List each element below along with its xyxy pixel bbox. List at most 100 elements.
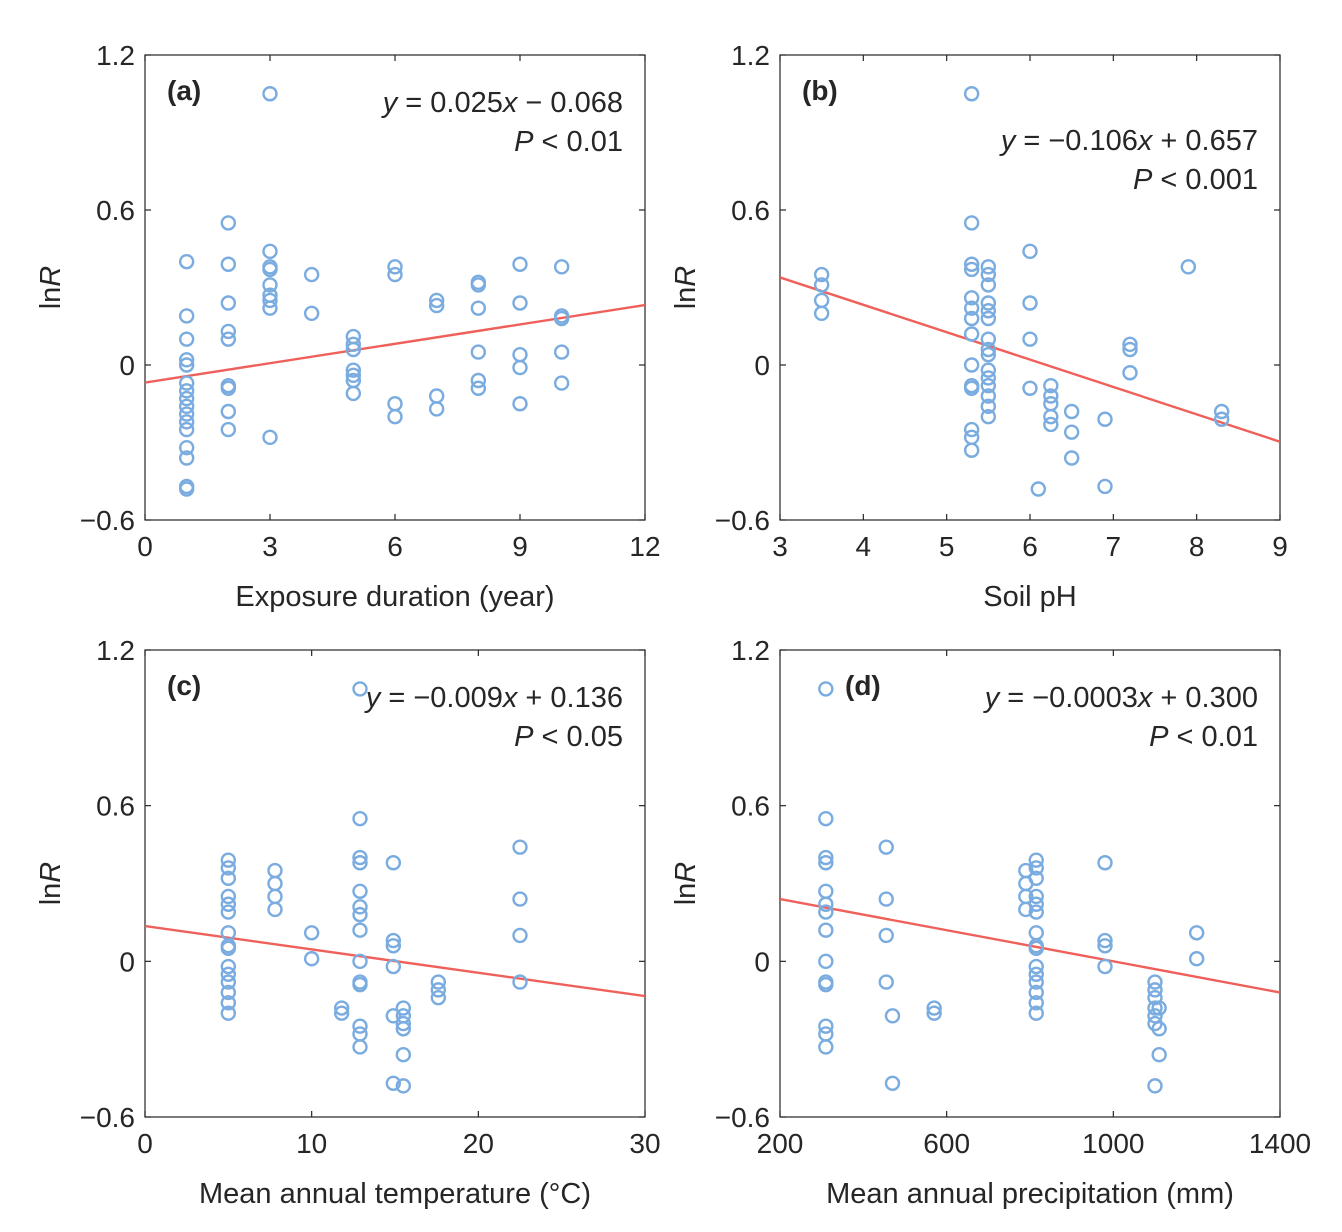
data-point <box>1043 396 1059 412</box>
data-point <box>1028 1005 1044 1021</box>
data-point <box>1188 951 1205 967</box>
data-point <box>1063 450 1080 466</box>
data-point <box>1022 243 1038 260</box>
data-point <box>352 681 368 697</box>
data-point <box>220 984 237 1001</box>
data-point <box>980 266 997 283</box>
x-tick-label: 30 <box>629 1128 660 1159</box>
data-point <box>1028 966 1044 983</box>
data-point <box>1043 388 1059 404</box>
data-point <box>1151 1047 1167 1063</box>
data-point <box>980 398 997 415</box>
data-point <box>345 341 362 358</box>
data-point <box>352 1018 368 1034</box>
x-tick-label: 8 <box>1189 531 1205 562</box>
regression-equation: y = 0.025x − 0.068 <box>381 87 623 119</box>
data-point <box>220 966 237 983</box>
data-point <box>352 906 368 923</box>
data-point <box>813 292 830 309</box>
p-value: P < 0.05 <box>514 721 623 753</box>
data-point <box>980 362 997 378</box>
data-point <box>470 300 487 316</box>
data-point <box>1030 481 1047 497</box>
data-point <box>813 305 830 322</box>
data-point <box>303 951 320 967</box>
data-point <box>963 357 980 373</box>
regression-equation: y = −0.106x + 0.657 <box>999 125 1258 157</box>
data-point <box>1028 925 1044 941</box>
data-point <box>220 974 237 990</box>
data-point <box>1122 336 1138 353</box>
data-point <box>262 261 278 278</box>
y-axis-label: lnR <box>35 862 67 906</box>
data-point <box>178 375 195 391</box>
data-point <box>178 414 195 430</box>
p-value: P < 0.01 <box>514 126 623 158</box>
data-point <box>178 390 195 407</box>
data-point <box>1028 995 1044 1011</box>
data-point <box>553 344 570 360</box>
data-point <box>1122 365 1138 381</box>
y-tick-label: −0.6 <box>715 1102 770 1133</box>
data-point <box>1022 331 1038 347</box>
data-point <box>512 891 528 907</box>
data-point <box>352 1026 368 1042</box>
data-point <box>395 1000 412 1016</box>
data-point <box>980 303 997 319</box>
y-tick-label: −0.6 <box>715 505 770 536</box>
data-point <box>1188 925 1205 941</box>
data-point <box>333 1005 350 1021</box>
data-point <box>1151 1000 1167 1016</box>
data-point <box>178 421 195 438</box>
y-tick-label: 0.6 <box>731 791 770 822</box>
data-point <box>980 346 997 363</box>
data-point <box>818 681 834 697</box>
data-point <box>553 310 570 327</box>
y-tick-label: 0.6 <box>731 195 770 226</box>
data-point <box>178 352 195 368</box>
data-point <box>818 976 834 993</box>
panel-label: (a) <box>167 75 201 106</box>
data-point <box>1147 974 1163 990</box>
x-axis-label: Exposure duration (year) <box>235 581 554 613</box>
data-point <box>178 308 195 324</box>
y-axis-label: lnR <box>670 862 702 906</box>
data-point <box>980 259 997 275</box>
y-tick-label: 1.2 <box>96 40 135 71</box>
data-point <box>512 359 528 376</box>
data-point <box>980 331 997 347</box>
data-point <box>352 849 368 866</box>
data-point <box>352 855 368 871</box>
data-point <box>963 442 980 458</box>
data-point <box>220 888 237 905</box>
data-point <box>428 401 445 417</box>
data-point <box>818 1026 834 1042</box>
data-point <box>980 310 997 327</box>
regression-equation: y = −0.009x + 0.136 <box>364 682 623 714</box>
data-point <box>1213 411 1230 427</box>
data-point <box>1028 958 1044 975</box>
data-point <box>387 396 403 412</box>
data-point <box>428 292 445 309</box>
data-point <box>220 940 237 957</box>
y-tick-label: 1.2 <box>96 635 135 666</box>
data-point <box>395 1047 412 1063</box>
x-tick-label: 20 <box>463 1128 494 1159</box>
data-point <box>385 958 402 975</box>
data-point <box>926 1005 942 1021</box>
data-point <box>430 989 447 1006</box>
data-point <box>1180 259 1197 275</box>
x-tick-label: 10 <box>296 1128 327 1159</box>
data-point <box>303 305 320 322</box>
data-point <box>178 406 195 422</box>
data-point <box>1097 478 1113 495</box>
x-tick-label: 7 <box>1106 531 1122 562</box>
scatter-panel-d: 200 600 1000 1400 −0.6 0 0.6 1.2 Mean annual pre… <box>670 635 1311 1210</box>
data-point <box>813 277 830 293</box>
data-point <box>333 1000 350 1016</box>
y-tick-label: 0 <box>754 350 770 381</box>
x-tick-label: 12 <box>629 531 660 562</box>
y-tick-label: 0 <box>119 350 135 381</box>
